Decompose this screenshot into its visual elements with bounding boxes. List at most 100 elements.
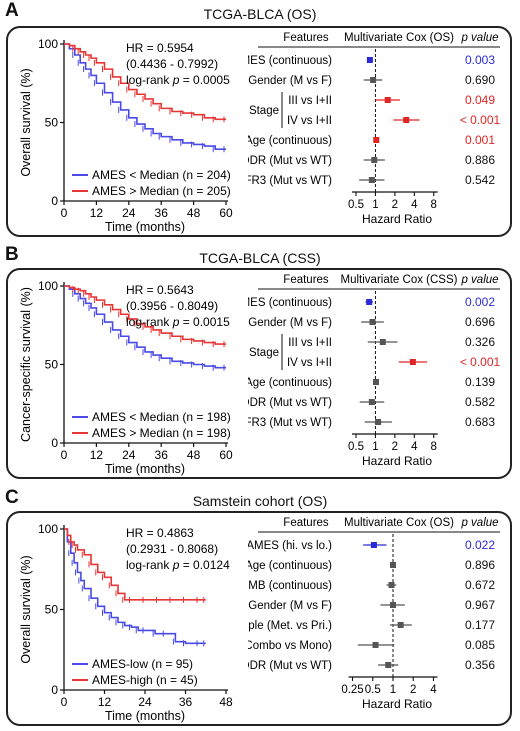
x-tick-label: 48: [219, 695, 233, 709]
km-curve-1: [64, 43, 226, 121]
y-tick-label: 50: [45, 116, 59, 130]
hr-point: [369, 319, 376, 325]
feature-label: FGFR3 (Mut vs WT): [248, 175, 332, 187]
logrank-text: log-rank p = 0.0015: [126, 315, 230, 329]
hr-point: [373, 137, 380, 143]
km-curve-1: [64, 285, 226, 345]
y-axis-label: Overall survival (%): [19, 68, 33, 176]
header-p-value: p value: [460, 32, 498, 44]
y-tick-label: 0: [51, 194, 58, 208]
forest-x-tick-label: 2: [392, 199, 398, 211]
p-value: 0.139: [465, 375, 495, 389]
hr-point: [390, 562, 396, 568]
hr-point: [384, 97, 391, 103]
forest-x-tick-label: 4: [430, 684, 437, 696]
y-tick-label: 0: [51, 683, 58, 697]
km-curve-0: [64, 43, 226, 150]
forest-plot-c: Features Multivariate Cox (OS) p value AMES…: [248, 517, 500, 711]
forest-x-tick-label: 4: [411, 199, 418, 211]
forest-x-tick-label: 2: [392, 441, 398, 453]
y-tick-label: 0: [51, 436, 58, 450]
feature-label: Sample (Met. vs Pri.): [248, 620, 332, 632]
km-chart-b: 0 50 100 0 12 24 36 48 60 Time (months) Cancer-spe…: [19, 279, 233, 476]
y-tick-label: 50: [45, 603, 59, 617]
logrank-text: log-rank p = 0.0005: [126, 73, 230, 87]
hr-point: [371, 157, 378, 163]
km-chart-a: 0 50 100 0 12 24 36 48 60 Time (months) Overall su…: [19, 37, 233, 234]
legend-label-0: AMES < Median (n = 204): [92, 168, 231, 182]
group-label: Stage: [249, 105, 279, 117]
hr-point: [375, 419, 382, 425]
p-value: 0.672: [465, 578, 495, 592]
x-tick-label: 0: [61, 695, 68, 709]
feature-label: logTMB (continuous): [248, 580, 332, 592]
hr-point: [372, 379, 379, 385]
hr-point: [379, 339, 386, 345]
feature-label: Drug (Combo vs Mono): [248, 640, 332, 652]
x-axis-label: Time (months): [105, 220, 185, 234]
panel-b-title: TCGA-BLCA (CSS): [199, 250, 321, 266]
logrank-p-symbol: p: [172, 558, 180, 572]
feature-label: AMES (continuous): [248, 297, 332, 309]
feature-label: AMES (hi. vs lo.): [248, 540, 332, 552]
group-label: Stage: [249, 347, 279, 359]
x-tick-label: 12: [98, 695, 112, 709]
y-axis-label: Overall survival (%): [19, 555, 33, 663]
x-tick-label: 12: [90, 448, 104, 462]
forest-x-axis-label: Hazard Ratio: [362, 454, 432, 468]
p-value: 0.003: [465, 53, 495, 67]
forest-x-tick-label: 0.25: [341, 684, 363, 696]
y-tick-label: 50: [45, 358, 59, 372]
y-tick-label: 100: [38, 37, 58, 51]
feature-label: III vs I+II: [288, 337, 332, 349]
x-axis-label: Time (months): [105, 462, 185, 476]
p-value: 0.582: [465, 395, 495, 409]
feature-label: Gender (M vs F): [248, 75, 332, 87]
legend-label-1: AMES > Median (n = 205): [92, 184, 231, 198]
logrank-p-value: = 0.0015: [179, 315, 230, 329]
hr-point: [368, 399, 375, 405]
logrank-text: log-rank p = 0.0124: [126, 558, 230, 572]
x-tick-label: 60: [219, 206, 233, 220]
ci-text: (0.2931 - 0.8068): [126, 542, 218, 556]
x-axis-label: Time (months): [105, 709, 185, 723]
hr-point: [397, 622, 404, 628]
km-chart-c: 0 50 100 0 12 24 36 48 Time (months) Overall surv…: [19, 522, 233, 723]
hr-point: [368, 177, 375, 183]
panel-b-letter: B: [5, 244, 19, 265]
logrank-p-value: = 0.0124: [179, 558, 230, 572]
hr-point: [409, 359, 416, 365]
feature-label: IV vs I+II: [287, 115, 332, 127]
p-value: 0.696: [465, 315, 495, 329]
x-tick-label: 12: [90, 206, 104, 220]
panel-a-box: 0 50 100 0 12 24 36 48 60 Time (months) Overall su…: [6, 26, 512, 237]
feature-label: FGFR3 (Mut vs WT): [248, 417, 332, 429]
p-value: 0.690: [465, 73, 495, 87]
y-tick-label: 100: [38, 279, 58, 293]
hr-point: [370, 77, 377, 83]
forest-x-tick-label: 1: [372, 441, 378, 453]
feature-label: DDR (Mut vs WT): [248, 155, 332, 167]
feature-label: Age (continuous): [248, 135, 332, 147]
logrank-prefix: log-rank: [126, 315, 173, 329]
feature-label: Age (continuous): [248, 377, 332, 389]
panel-b-box: 0 50 100 0 12 24 36 48 60 Time (months) Cancer-spe…: [6, 268, 512, 479]
header-model: Multivariate Cox (OS): [344, 32, 454, 44]
x-tick-label: 36: [155, 206, 169, 220]
forest-x-tick-label: 0.5: [348, 441, 364, 453]
hr-point: [372, 642, 379, 648]
p-value: 0.683: [465, 415, 495, 429]
forest-x-tick-label: 8: [431, 199, 437, 211]
p-value: 0.002: [465, 295, 495, 309]
x-tick-label: 60: [219, 448, 233, 462]
x-tick-label: 36: [179, 695, 193, 709]
logrank-p-value: = 0.0005: [179, 73, 230, 87]
hr-point: [366, 57, 373, 63]
feature-label: Gender (M vs F): [248, 600, 332, 612]
panel-c-box: 0 50 100 0 12 24 36 48 Time (months) Overall surv…: [6, 511, 512, 726]
p-value: 0.542: [465, 173, 495, 187]
header-p-value: p value: [460, 517, 498, 529]
x-tick-label: 24: [138, 695, 152, 709]
x-tick-label: 24: [122, 448, 136, 462]
forest-x-tick-label: 1: [372, 199, 378, 211]
